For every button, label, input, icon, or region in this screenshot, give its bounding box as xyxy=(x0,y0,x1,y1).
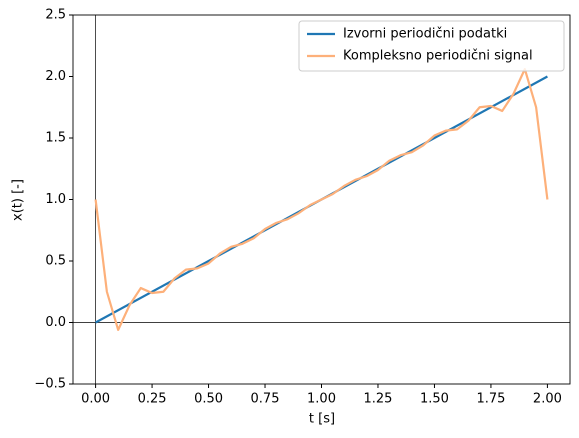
series-line xyxy=(94,68,549,331)
plot-frame xyxy=(72,14,571,385)
y-tick-label: 1.5 xyxy=(45,131,66,146)
legend-box xyxy=(298,20,565,72)
x-tick-label: 0.75 xyxy=(251,392,280,407)
x-axis-label: t [s] xyxy=(309,412,335,427)
legend-label: Kompleksno periodični signal xyxy=(343,49,533,64)
x-tick-label: 0.50 xyxy=(194,392,223,407)
y-tick-label: −0.5 xyxy=(34,377,66,392)
y-tick-label: 2.0 xyxy=(45,69,66,84)
x-tick-label: 0.25 xyxy=(138,392,167,407)
y-tick-label: 0.5 xyxy=(45,254,66,269)
x-tick-label: 1.50 xyxy=(420,392,449,407)
x-tick-label: 1.00 xyxy=(307,392,336,407)
y-axis-label: x(t) [-] xyxy=(11,179,26,221)
x-tick-label: 1.25 xyxy=(364,392,393,407)
y-tick-label: 1.0 xyxy=(45,192,66,207)
x-tick-label: 0.00 xyxy=(81,392,110,407)
legend-label: Izvorni periodični podatki xyxy=(343,27,507,42)
x-tick-label: 2.00 xyxy=(533,392,562,407)
x-tick-label: 1.75 xyxy=(476,392,505,407)
y-tick-label: 0.0 xyxy=(45,315,66,330)
y-tick-label: 2.5 xyxy=(45,8,66,23)
